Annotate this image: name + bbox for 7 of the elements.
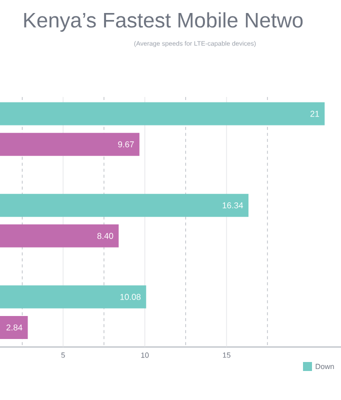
chart-title: Kenya’s Fastest Mobile Netwo xyxy=(24,12,303,32)
data-label: 9.67 xyxy=(118,141,134,148)
data-label: 21 xyxy=(310,110,320,117)
data-label: 16.34 xyxy=(222,202,244,208)
data-label: 2.84 xyxy=(6,324,22,330)
data-label: 8.40 xyxy=(97,232,114,239)
data-label: 10.08 xyxy=(120,294,141,300)
